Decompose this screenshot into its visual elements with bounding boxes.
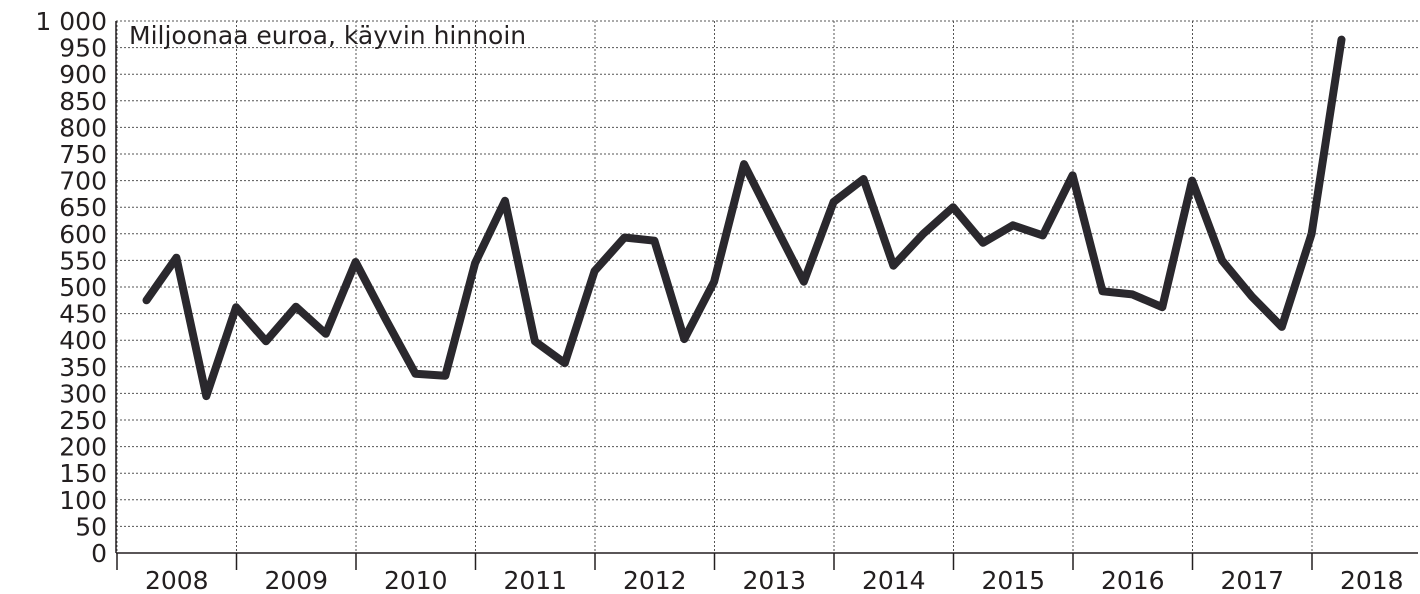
y-tick-label: 350 (59, 353, 107, 382)
y-tick-label: 550 (59, 246, 107, 275)
y-tick-label: 800 (59, 113, 107, 142)
grid-lines (116, 20, 1418, 553)
x-axis-tick-labels: 2008 2009 2010 2011 2012 2013 2014 2015 2016 2017… (145, 566, 1404, 594)
x-tick-label: 2010 (384, 566, 448, 594)
y-tick-label: 650 (59, 193, 107, 222)
chart-title: Miljoonaa euroa, käyvin hinnoin (129, 21, 526, 50)
y-tick-label: 950 (59, 34, 107, 63)
y-tick-label: 900 (59, 60, 107, 89)
x-tick-label: 2013 (742, 566, 806, 594)
y-tick-label: 700 (59, 167, 107, 196)
y-tick-label: 150 (59, 459, 107, 488)
y-tick-label: 250 (59, 406, 107, 435)
y-tick-label: 0 (91, 539, 107, 568)
y-tick-label: 200 (59, 433, 107, 462)
y-tick-label: 1 000 (35, 7, 107, 36)
y-tick-label: 750 (59, 140, 107, 169)
y-axis-tick-labels: 0501001502002503003504004505005506006507… (35, 7, 107, 568)
x-tick-label: 2011 (503, 566, 567, 594)
x-tick-label: 2014 (862, 566, 926, 594)
y-tick-label: 300 (59, 379, 107, 408)
x-tick-label: 2016 (1101, 566, 1165, 594)
y-tick-label: 400 (59, 326, 107, 355)
y-tick-label: 100 (59, 486, 107, 515)
x-tick-label: 2017 (1220, 566, 1284, 594)
x-tick-label: 2008 (145, 566, 209, 594)
y-tick-label: 450 (59, 300, 107, 329)
x-tick-label: 2009 (264, 566, 328, 594)
x-tick-label: 2012 (623, 566, 687, 594)
series-line (142, 35, 1346, 401)
y-tick-label: 850 (59, 87, 107, 116)
x-tick-label: 2018 (1340, 566, 1404, 594)
y-tick-label: 600 (59, 220, 107, 249)
axes (115, 21, 1418, 570)
y-tick-label: 50 (75, 512, 107, 541)
y-tick-label: 500 (59, 273, 107, 302)
x-tick-label: 2015 (981, 566, 1045, 594)
